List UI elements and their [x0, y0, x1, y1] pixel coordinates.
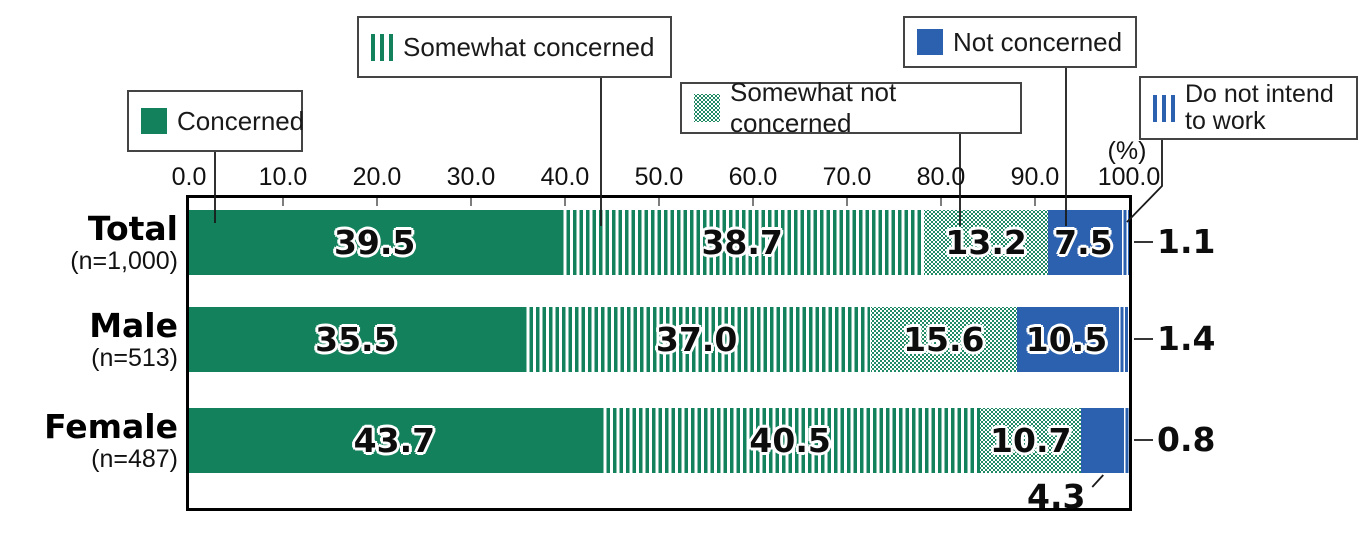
axis-tick-label: 0.0: [171, 163, 207, 191]
legend-label-concerned: Concerned: [177, 105, 305, 136]
axis-tick-label: 50.0: [634, 163, 684, 191]
bar-value-callout-right: 1.4: [1157, 319, 1216, 358]
bar-value-label: 10.7: [990, 421, 1072, 460]
bar-segment-somewhat-concerned: [560, 210, 925, 275]
do-not-intend-to-work-swatch-icon: [1153, 94, 1175, 122]
legend-item-concerned: Concerned: [127, 90, 305, 152]
legend-item-somewhat-concerned: Somewhat concerned: [357, 16, 672, 78]
bar-value-label: 38.7: [701, 223, 783, 262]
bar-value-label: 37.0: [655, 320, 738, 359]
axis-unit-label: (%): [1107, 137, 1147, 165]
bar-segment-not-concerned: [1081, 408, 1122, 473]
category-label-total: Total (n=1,000): [2, 209, 178, 276]
axis-tick-mark: [376, 198, 378, 206]
bar-segment-do-not-intend-to-work: [1118, 210, 1129, 275]
bar-value-label: 43.7: [353, 421, 436, 460]
bar-segment-somewhat-not-concerned: [980, 408, 1082, 473]
bar-segment-somewhat-concerned: [522, 307, 871, 372]
legend-item-do-not-intend-to-work: Do not intend to work: [1139, 76, 1358, 140]
bar-value-callout-right: 0.8: [1157, 420, 1216, 459]
legend-label-do-not-intend-to-work: Do not intend to work: [1185, 80, 1334, 135]
bar-segment-concerned: [189, 307, 523, 372]
bar-segment-do-not-intend-to-work: [1115, 307, 1129, 372]
bar-value-label: 10.5: [1025, 320, 1108, 359]
category-sample-size: (n=1,000): [70, 247, 178, 275]
legend-label-somewhat-not-concerned: Somewhat not concerned: [730, 77, 897, 138]
axis-tick-label: 80.0: [916, 163, 966, 191]
bar-value-callout-right: 1.1: [1157, 222, 1216, 261]
axis-tick-mark: [470, 198, 472, 206]
bar-segment-not-concerned: [1048, 210, 1119, 275]
bar-value-label: 35.5: [315, 320, 397, 359]
bar-value-callout-below: 4.3: [1027, 477, 1086, 516]
legend-item-not-concerned: Not concerned: [903, 16, 1137, 68]
axis-tick-label: 70.0: [822, 163, 872, 191]
plot-area: 39.5 38.7 13.2 7.5 35.5 37.0 15.6 10.5 43.7 40.5 1…: [186, 195, 1132, 511]
axis-tick-label: 30.0: [446, 163, 496, 191]
bar-segment-do-not-intend-to-work: [1121, 408, 1129, 473]
category-sample-size: (n=513): [91, 344, 178, 372]
axis-tick-mark: [846, 198, 848, 206]
bar-value-label: 13.2: [945, 223, 1027, 262]
axis-tick-mark: [752, 198, 754, 206]
axis-tick-mark: [1034, 198, 1036, 206]
legend-label-not-concerned: Not concerned: [953, 26, 1123, 57]
somewhat-not-concerned-swatch-icon: [694, 94, 720, 122]
axis-tick-label: 100.0: [1097, 163, 1161, 191]
bar-segment-somewhat-concerned: [599, 408, 981, 473]
bar-value-label: 15.6: [903, 320, 985, 359]
bar-value-label: 7.5: [1054, 223, 1113, 262]
legend-label-somewhat-concerned: Somewhat concerned: [403, 31, 655, 62]
somewhat-concerned-swatch-icon: [371, 33, 393, 61]
axis-tick-label: 40.0: [540, 163, 590, 191]
bar-segment-concerned: [189, 408, 600, 473]
axis-tick-mark: [658, 198, 660, 206]
axis-tick-label: 20.0: [352, 163, 402, 191]
axis-tick-label: 10.0: [258, 163, 308, 191]
not-concerned-swatch-icon: [917, 29, 943, 55]
bar-segment-somewhat-not-concerned: [924, 210, 1049, 275]
bar-segment-somewhat-not-concerned: [870, 307, 1018, 372]
concerned-swatch-icon: [141, 108, 167, 134]
axis-tick-mark: [282, 198, 284, 206]
plot-inner: 39.5 38.7 13.2 7.5 35.5 37.0 15.6 10.5 43.7 40.5 1…: [189, 198, 1129, 508]
axis-tick-label: 60.0: [728, 163, 778, 191]
bar-value-label: 40.5: [749, 421, 831, 460]
axis-tick-mark: [940, 198, 942, 206]
axis-tick-mark: [564, 198, 566, 206]
axis-tick-label: 90.0: [1010, 163, 1060, 191]
category-label-male: Male (n=513): [2, 306, 178, 373]
category-name: Total: [87, 209, 178, 248]
category-name: Female: [44, 407, 178, 446]
bar-value-label: 39.5: [333, 223, 416, 262]
category-sample-size: (n=487): [91, 445, 178, 473]
category-label-female: Female (n=487): [2, 407, 178, 474]
category-name: Male: [89, 306, 178, 345]
legend-item-somewhat-not-concerned: Somewhat not concerned: [680, 77, 1022, 138]
bar-segment-concerned: [189, 210, 561, 275]
bar-segment-not-concerned: [1017, 307, 1116, 372]
